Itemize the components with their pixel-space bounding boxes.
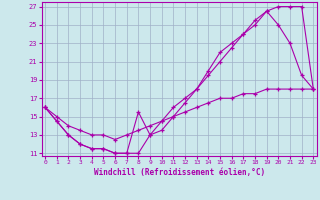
X-axis label: Windchill (Refroidissement éolien,°C): Windchill (Refroidissement éolien,°C) bbox=[94, 168, 265, 177]
